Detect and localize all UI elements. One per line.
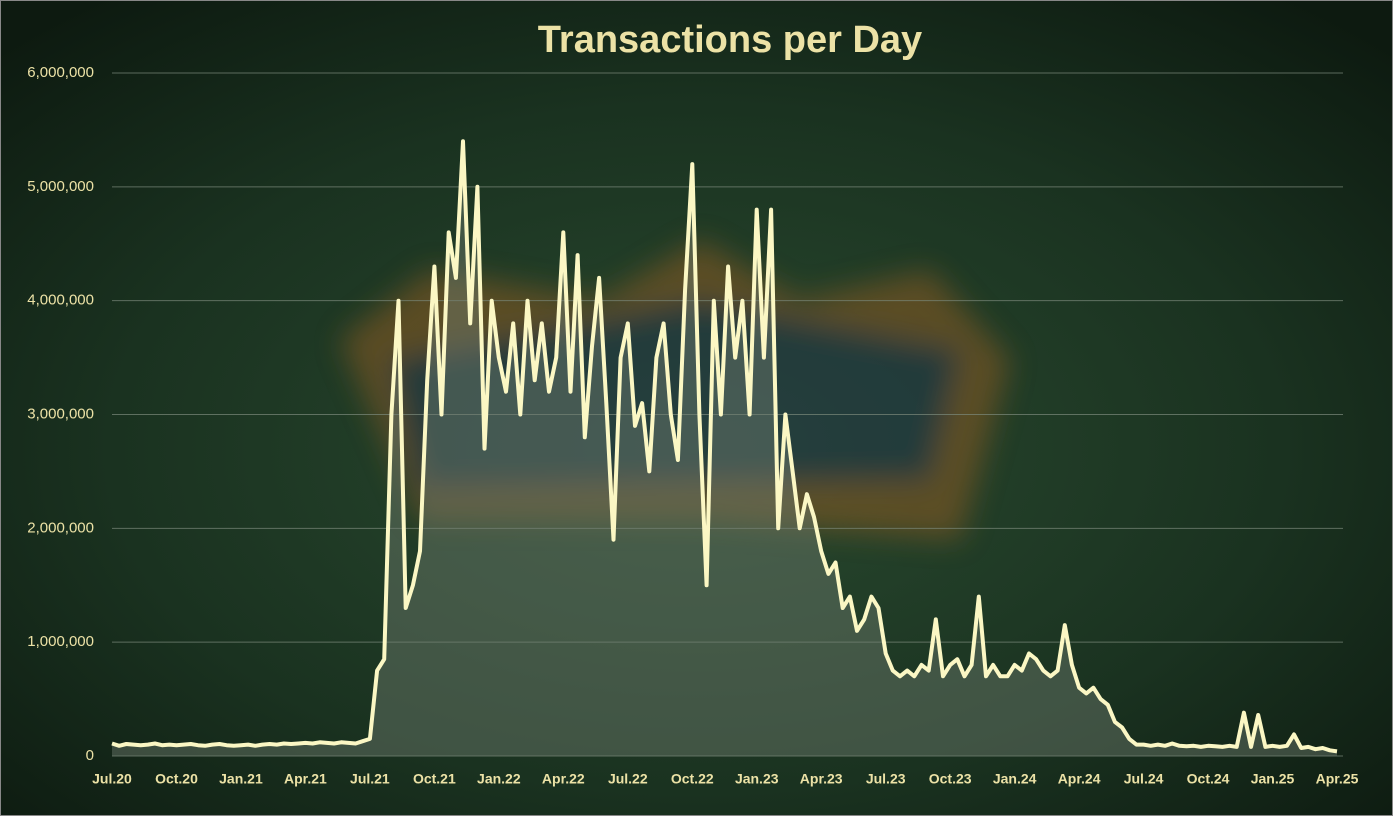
x-tick-label: Jan.25: [1251, 771, 1295, 787]
chart-title: Transactions per Day: [538, 19, 922, 61]
x-tick-label: Oct.20: [155, 771, 198, 787]
x-tick-label: Jan.21: [219, 771, 263, 787]
x-tick-label: Jul.21: [350, 771, 390, 787]
x-tick-label: Jan.23: [735, 771, 779, 787]
x-tick-label: Jul.20: [92, 771, 132, 787]
x-tick-label: Apr.21: [284, 771, 327, 787]
x-tick-label: Apr.23: [800, 771, 843, 787]
y-tick-label: 5,000,000: [27, 178, 94, 195]
x-tick-label: Apr.25: [1316, 771, 1359, 787]
y-tick-label: 3,000,000: [27, 405, 94, 422]
x-tick-label: Apr.24: [1058, 771, 1101, 787]
y-tick-label: 6,000,000: [27, 64, 94, 81]
x-tick-label: Jul.23: [866, 771, 906, 787]
x-tick-label: Oct.22: [671, 771, 714, 787]
area: [112, 141, 1337, 757]
y-tick-label: 2,000,000: [27, 519, 94, 536]
x-tick-label: Oct.23: [929, 771, 972, 787]
x-tick-label: Apr.22: [542, 771, 585, 787]
x-tick-label: Jan.22: [477, 771, 521, 787]
y-tick-label: 4,000,000: [27, 292, 94, 309]
x-tick-label: Jan.24: [993, 771, 1037, 787]
x-tick-label: Oct.24: [1187, 771, 1230, 787]
x-tick-label: Jul.22: [608, 771, 648, 787]
x-tick-label: Jul.24: [1124, 771, 1164, 787]
y-tick-label: 0: [86, 747, 94, 764]
line: [111, 139, 1338, 754]
y-tick-label: 1,000,000: [27, 633, 94, 650]
x-tick-label: Oct.21: [413, 771, 456, 787]
